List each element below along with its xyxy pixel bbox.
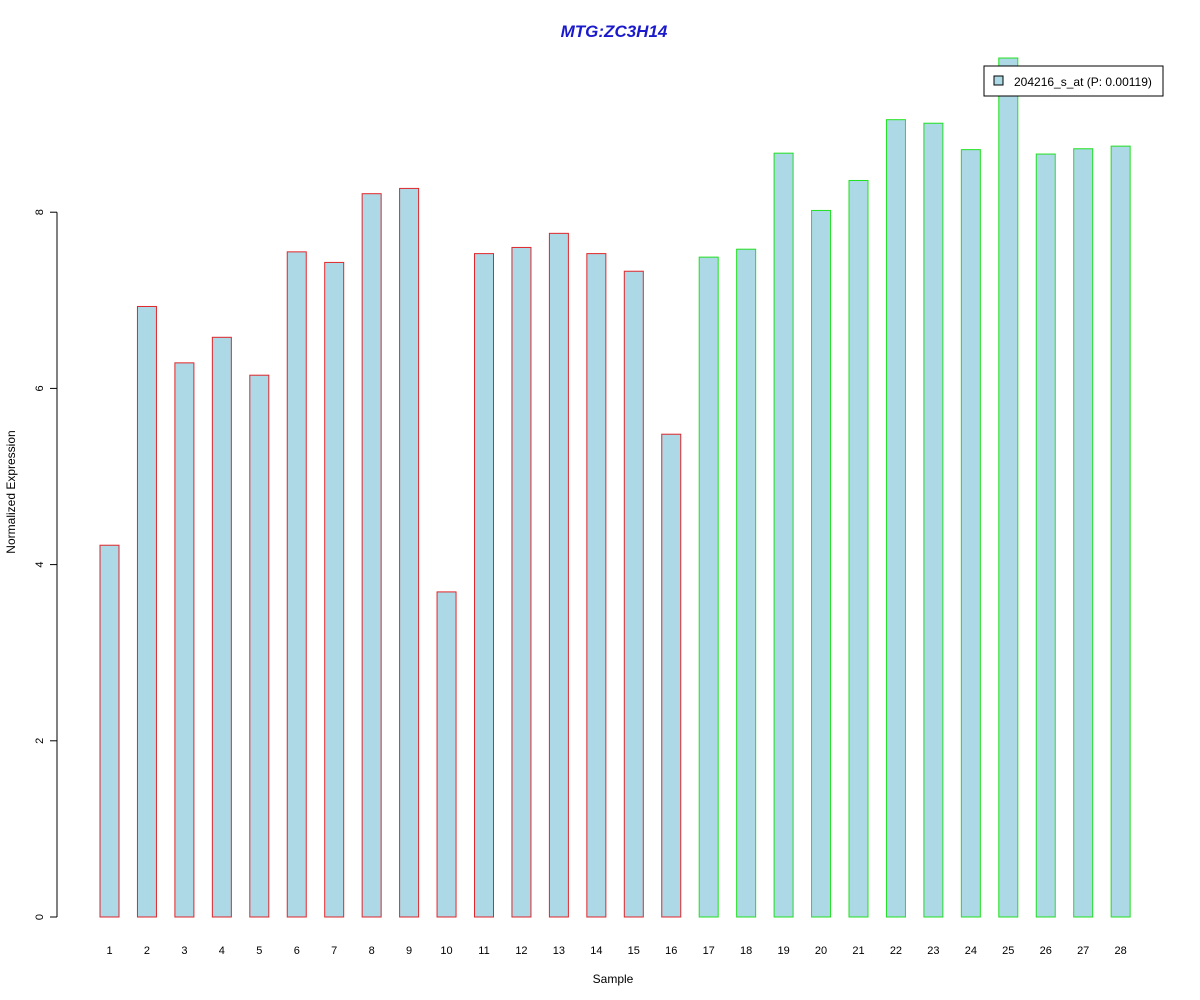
bar-sample-12 — [511, 246, 532, 918]
legend-label: 204216_s_at (P: 0.00119) — [1014, 75, 1152, 89]
x-axis-tick-labels: 1 2 3 4 5 6 7 8 9 10 11 12 13 14 15 16 17 18 19 20 21 22 23 24 2… — [106, 945, 1126, 957]
x-axis-label: Sample — [593, 972, 634, 986]
x-tick-label: 27 — [1077, 945, 1089, 957]
x-tick-label: 25 — [1002, 945, 1014, 957]
bar-sample-8 — [361, 193, 382, 918]
bar-sample-19 — [773, 152, 794, 918]
bar-sample-10 — [436, 591, 457, 918]
x-tick-label: 4 — [219, 945, 225, 957]
y-tick-label: 4 — [34, 562, 46, 568]
x-tick-label: 1 — [106, 945, 112, 957]
bar-sample-11 — [474, 253, 494, 918]
bar-sample-25 — [998, 57, 1019, 918]
bar-sample-28 — [1110, 145, 1131, 918]
x-tick-label: 10 — [440, 945, 452, 957]
x-tick-label: 16 — [665, 945, 677, 957]
bar-sample-5 — [249, 374, 270, 918]
x-tick-label: 15 — [628, 945, 640, 957]
x-tick-label: 23 — [927, 945, 939, 957]
chart-title: MTG:ZC3H14 — [561, 22, 668, 41]
bar-sample-20 — [811, 209, 832, 918]
x-tick-label: 12 — [515, 945, 527, 957]
x-tick-label: 6 — [294, 945, 300, 957]
bar-sample-4 — [211, 336, 232, 918]
x-tick-label: 28 — [1115, 945, 1127, 957]
bar-sample-1 — [99, 544, 120, 918]
x-tick-label: 26 — [1040, 945, 1052, 957]
bar-sample-3 — [174, 362, 195, 918]
bar-sample-27 — [1073, 148, 1094, 918]
bar-sample-2 — [136, 305, 157, 918]
y-tick-label: 2 — [34, 738, 46, 744]
bars-group — [99, 57, 1131, 918]
y-tick-label: 8 — [34, 209, 46, 215]
bar-sample-7 — [324, 261, 345, 918]
bar-sample-15 — [623, 270, 644, 918]
x-tick-label: 5 — [256, 945, 262, 957]
x-tick-label: 8 — [369, 945, 375, 957]
y-tick-label: 0 — [34, 914, 46, 920]
x-tick-label: 19 — [777, 945, 789, 957]
x-tick-label: 18 — [740, 945, 752, 957]
bar-sample-17 — [698, 256, 719, 918]
x-tick-label: 22 — [890, 945, 902, 957]
bar-sample-22 — [885, 119, 906, 918]
y-tick-label: 6 — [34, 385, 46, 391]
x-tick-label: 13 — [553, 945, 565, 957]
bar-sample-24 — [960, 149, 981, 918]
x-tick-label: 21 — [852, 945, 864, 957]
bar-sample-18 — [736, 248, 757, 918]
bar-sample-9 — [399, 187, 420, 918]
bar-sample-23 — [923, 122, 944, 918]
x-tick-label: 9 — [406, 945, 412, 957]
x-tick-label: 24 — [965, 945, 977, 957]
legend-box — [983, 65, 1164, 97]
legend-swatch — [993, 75, 1004, 86]
x-tick-label: 2 — [144, 945, 150, 957]
bar-sample-6 — [286, 251, 307, 918]
x-tick-label: 20 — [815, 945, 827, 957]
bar-sample-26 — [1035, 153, 1056, 918]
x-tick-label: 14 — [590, 945, 602, 957]
bar-sample-13 — [548, 232, 569, 918]
bar-sample-14 — [586, 253, 607, 918]
bar-sample-16 — [661, 433, 682, 918]
y-axis-label: Normalized Expression — [4, 430, 18, 553]
y-axis: 0 2 4 6 8 — [34, 209, 58, 920]
bar-sample-21 — [848, 179, 869, 918]
x-tick-label: 3 — [181, 945, 187, 957]
x-tick-label: 7 — [331, 945, 337, 957]
x-tick-label: 17 — [703, 945, 715, 957]
legend: 204216_s_at (P: 0.00119) — [983, 65, 1164, 97]
x-tick-label: 11 — [478, 945, 489, 957]
